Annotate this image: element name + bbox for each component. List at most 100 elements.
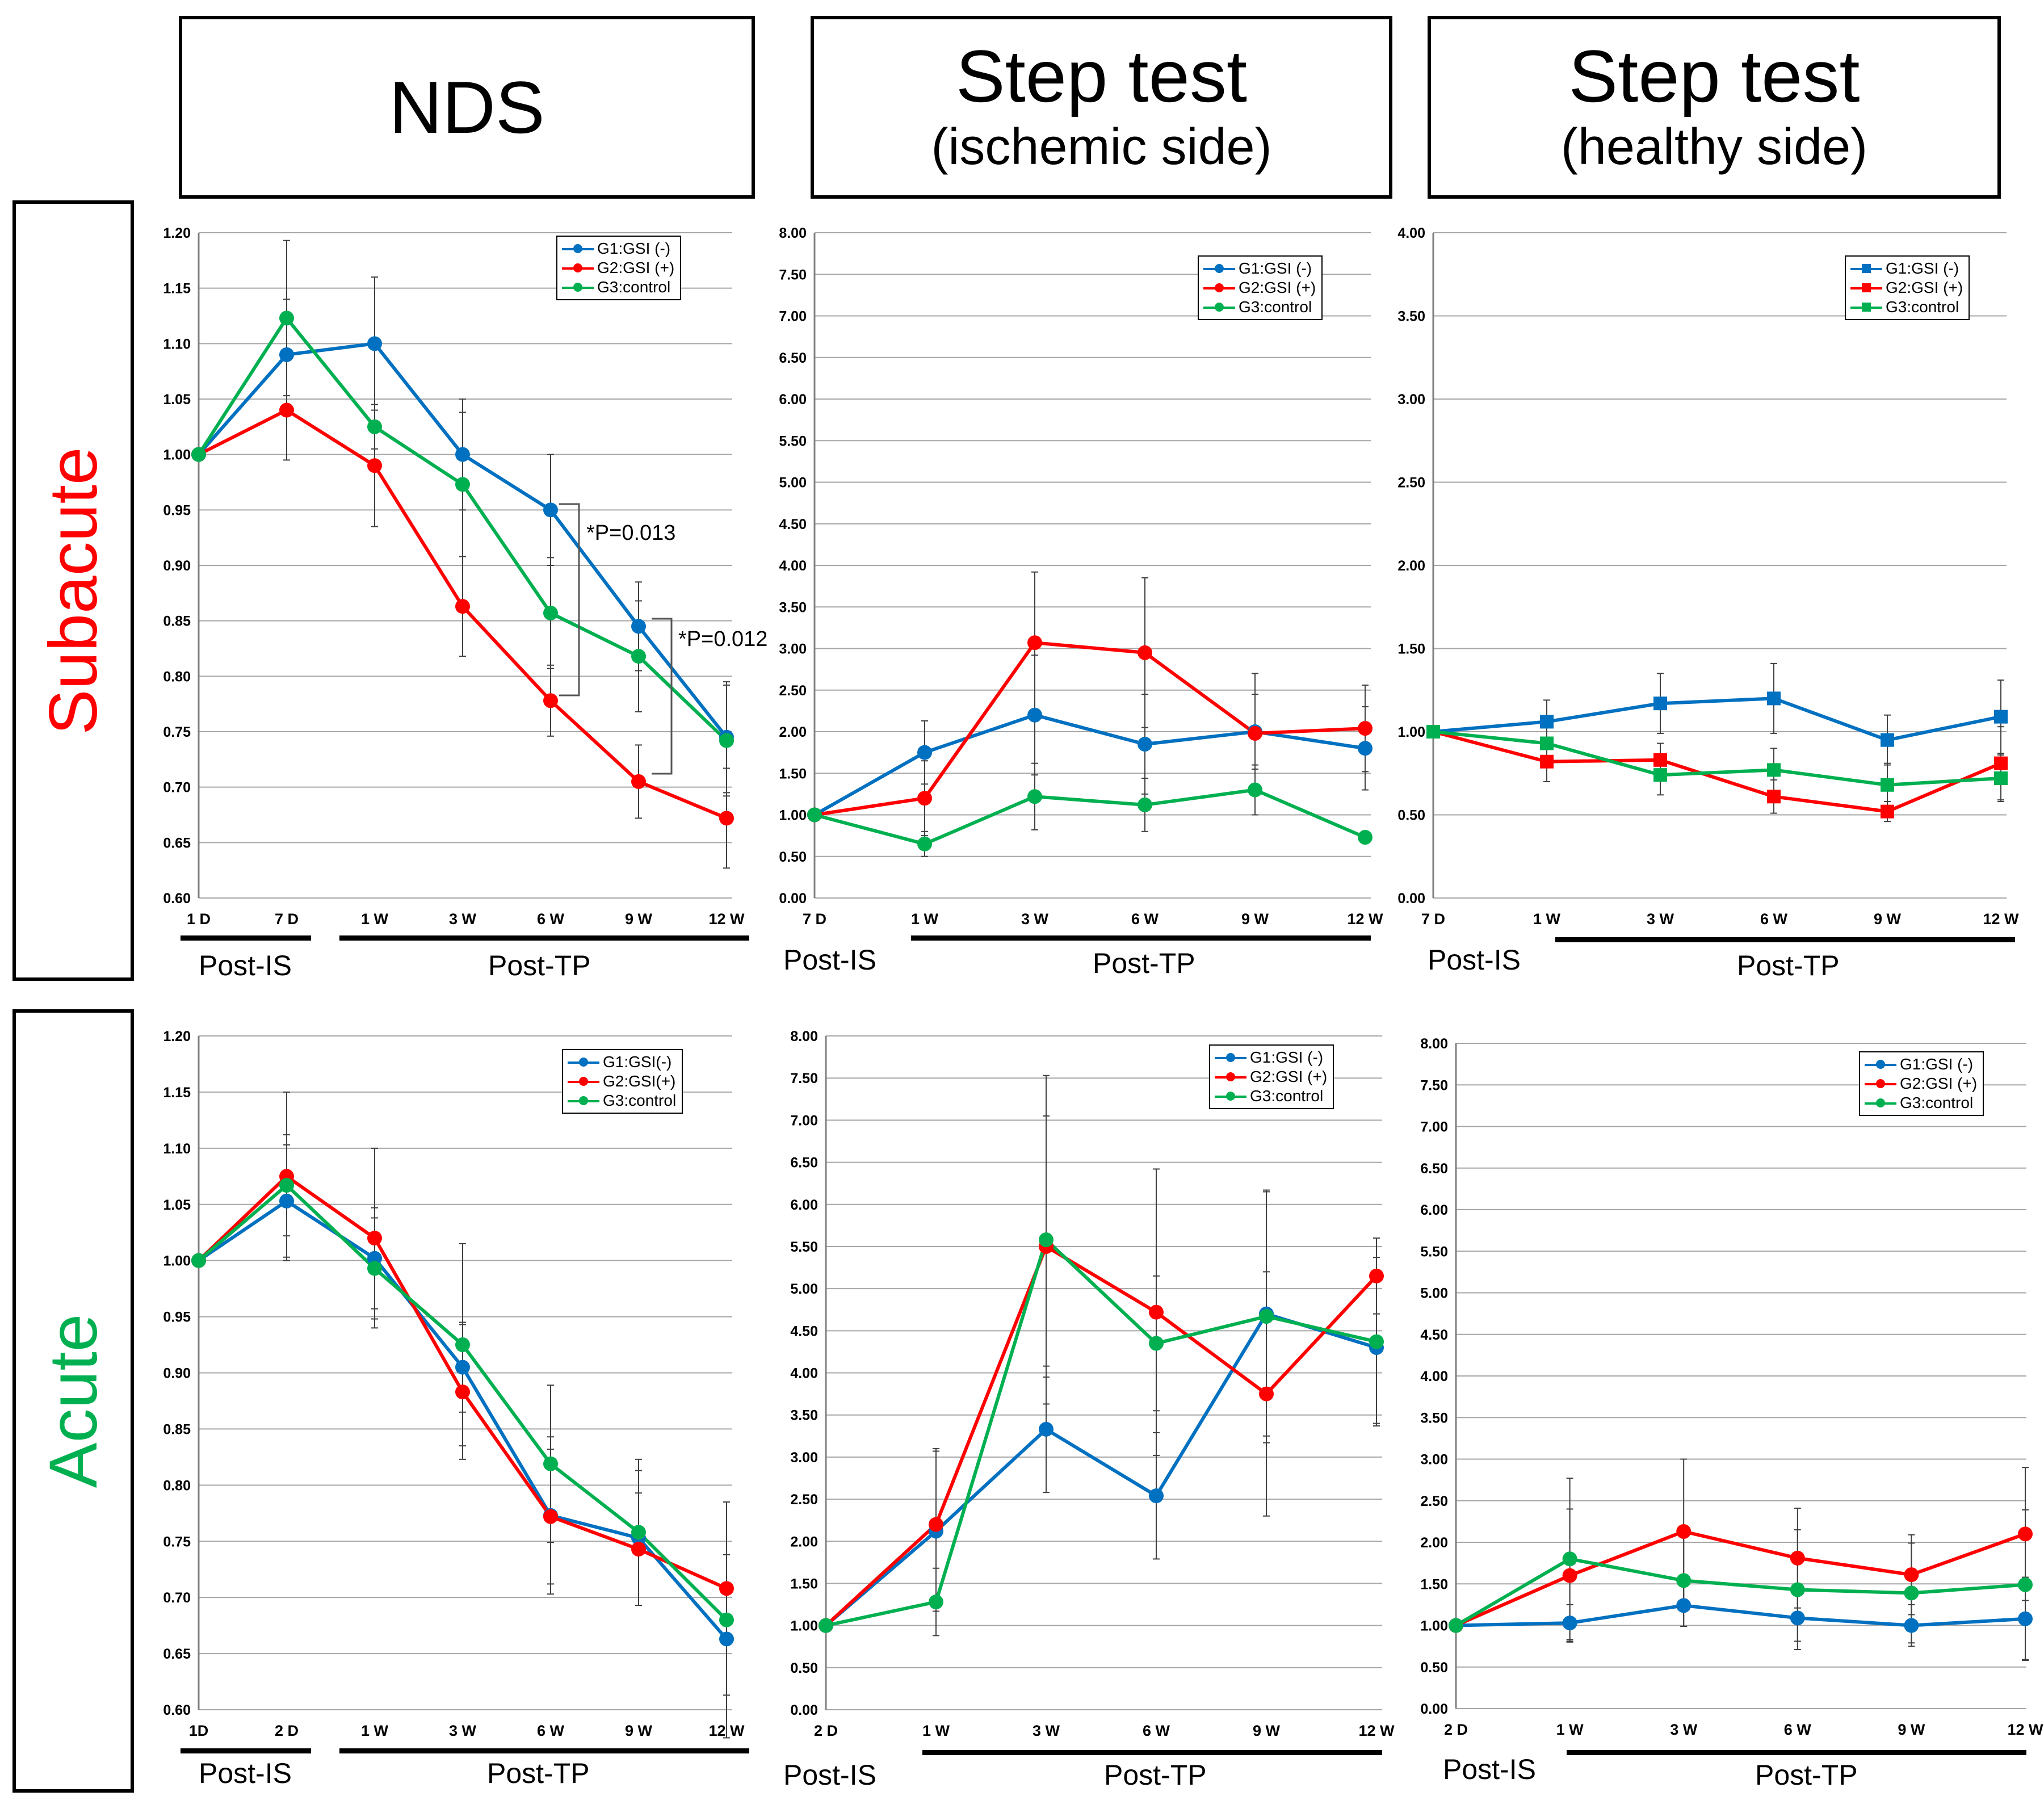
- y-tick-label: 0.00: [1420, 1701, 1448, 1717]
- data-point: [455, 599, 470, 614]
- series-line: [1433, 696, 2001, 742]
- data-point: [1994, 710, 2008, 724]
- phase-label-post-is: Post-IS: [199, 950, 292, 981]
- y-tick-label: 1.20: [163, 225, 191, 241]
- data-point: [1881, 804, 1894, 819]
- data-point: [1653, 753, 1667, 767]
- y-tick-label: 0.80: [163, 669, 191, 685]
- data-point: [1540, 754, 1554, 769]
- phase-label-post-is: Post-IS: [199, 1757, 292, 1789]
- data-point: [455, 447, 470, 462]
- data-point: [1259, 1309, 1274, 1324]
- data-point: [1039, 1232, 1054, 1248]
- data-point: [917, 745, 932, 760]
- legend-label: G1:GSI (-): [1886, 259, 1959, 277]
- chart-subacute-nds: 0.60 0.65 0.70 0.75 0.80 0.85 0.90 0.95 1.00 1.05…: [142, 216, 772, 976]
- data-point: [367, 458, 382, 473]
- data-point: [1653, 768, 1667, 782]
- x-tick-label: 7 D: [1421, 911, 1445, 928]
- y-tick-label: 7.50: [790, 1071, 818, 1086]
- data-point: [1259, 1386, 1274, 1402]
- legend-swatch: [1203, 282, 1235, 293]
- column-title: Step test: [1568, 35, 1860, 118]
- data-point: [279, 1178, 294, 1193]
- x-tick-label: 6 W: [1760, 911, 1788, 928]
- data-point: [631, 774, 646, 789]
- y-tick-label: 0.80: [163, 1478, 191, 1493]
- legend: G1:GSI (-) G2:GSI (+) G3:control: [1845, 255, 1970, 320]
- y-tick-label: 1.00: [779, 808, 807, 824]
- y-tick-label: 3.00: [1397, 392, 1425, 408]
- phase-bar-post-tp: [339, 935, 749, 941]
- y-tick-label: 3.00: [790, 1450, 818, 1466]
- y-tick-label: 0.65: [163, 835, 191, 851]
- data-point: [455, 1337, 470, 1353]
- series-line: [824, 1244, 1378, 1627]
- legend-label: G3:control: [1239, 298, 1312, 316]
- y-tick-label: 0.50: [1397, 808, 1425, 824]
- data-point: [1149, 1336, 1164, 1351]
- y-tick-label: 5.00: [1420, 1286, 1448, 1302]
- data-point: [1358, 830, 1373, 845]
- legend-item: G1:GSI (-): [1850, 259, 1963, 278]
- y-tick-label: 3.00: [1420, 1452, 1448, 1468]
- y-tick-label: 8.00: [779, 225, 807, 241]
- data-point: [1248, 782, 1262, 798]
- y-tick-label: 0.90: [163, 1366, 191, 1382]
- data-point: [807, 807, 822, 823]
- y-tick-label: 0.50: [779, 849, 807, 865]
- y-tick-label: 6.00: [779, 392, 807, 408]
- data-point: [543, 693, 558, 708]
- phase-bar-post-is: [181, 935, 311, 941]
- data-point: [2018, 1577, 2033, 1592]
- y-tick-label: 3.50: [790, 1408, 818, 1424]
- legend-swatch: [562, 262, 594, 274]
- data-point: [929, 1517, 943, 1532]
- data-point: [1676, 1524, 1692, 1539]
- legend-swatch: [568, 1076, 599, 1087]
- series-line: [813, 713, 1366, 817]
- data-point: [1994, 756, 2008, 770]
- data-point: [1676, 1573, 1692, 1588]
- data-point: [1562, 1551, 1577, 1567]
- legend-label: G1:GSI (-): [1239, 259, 1312, 277]
- phase-bar-post-is: [181, 1748, 311, 1753]
- data-point: [1369, 1268, 1384, 1283]
- x-tick-label: 3 W: [1033, 1722, 1060, 1739]
- data-point: [719, 811, 734, 826]
- chart-acute-nds: 0.60 0.65 0.70 0.75 0.80 0.85 0.90 0.95 1.00 1.05…: [142, 1010, 772, 1794]
- phase-label-post-tp: Post-TP: [1093, 947, 1195, 979]
- y-tick-label: 3.50: [779, 599, 807, 615]
- y-tick-label: 2.50: [1397, 475, 1425, 491]
- y-tick-label: 1.15: [163, 1085, 191, 1101]
- legend-label: G3:control: [1900, 1094, 1974, 1111]
- phase-label-post-tp: Post-TP: [488, 950, 591, 981]
- data-point: [191, 1253, 206, 1268]
- data-point: [1138, 797, 1152, 812]
- phase-label-post-is: Post-IS: [1428, 944, 1521, 976]
- data-point: [1676, 1598, 1692, 1613]
- x-tick-label: 12 W: [708, 911, 745, 928]
- y-tick-label: 0.95: [163, 502, 191, 518]
- y-tick-label: 1.00: [163, 447, 191, 463]
- x-tick-label: 1 D: [187, 911, 211, 928]
- data-point: [1904, 1585, 1919, 1601]
- phase-bar-post-tp: [1555, 937, 2015, 942]
- series-line: [1455, 1557, 2026, 1627]
- legend-label: G3:control: [1250, 1087, 1324, 1105]
- data-point: [1426, 725, 1440, 739]
- x-tick-label: 12 W: [1983, 911, 2019, 928]
- legend-swatch: [1865, 1097, 1896, 1109]
- legend-item: G1:GSI(-): [568, 1052, 676, 1072]
- x-tick-label: 6 W: [537, 1722, 565, 1739]
- legend-item: G2:GSI (+): [1850, 278, 1963, 297]
- data-point: [191, 447, 206, 462]
- chart-subacute-step-healthy: 0.00 0.50 1.00 1.50 2.00 2.50 3.00 3.50 4.00 7 D 1…: [1396, 216, 2038, 976]
- y-tick-label: 0.65: [163, 1646, 191, 1662]
- y-tick-label: 0.60: [163, 1702, 191, 1718]
- x-tick-label: 2 D: [275, 1722, 299, 1739]
- data-point: [1653, 696, 1667, 711]
- data-point: [631, 1542, 646, 1557]
- y-tick-label: 5.00: [779, 475, 807, 491]
- legend-item: G2:GSI (+): [1215, 1067, 1327, 1086]
